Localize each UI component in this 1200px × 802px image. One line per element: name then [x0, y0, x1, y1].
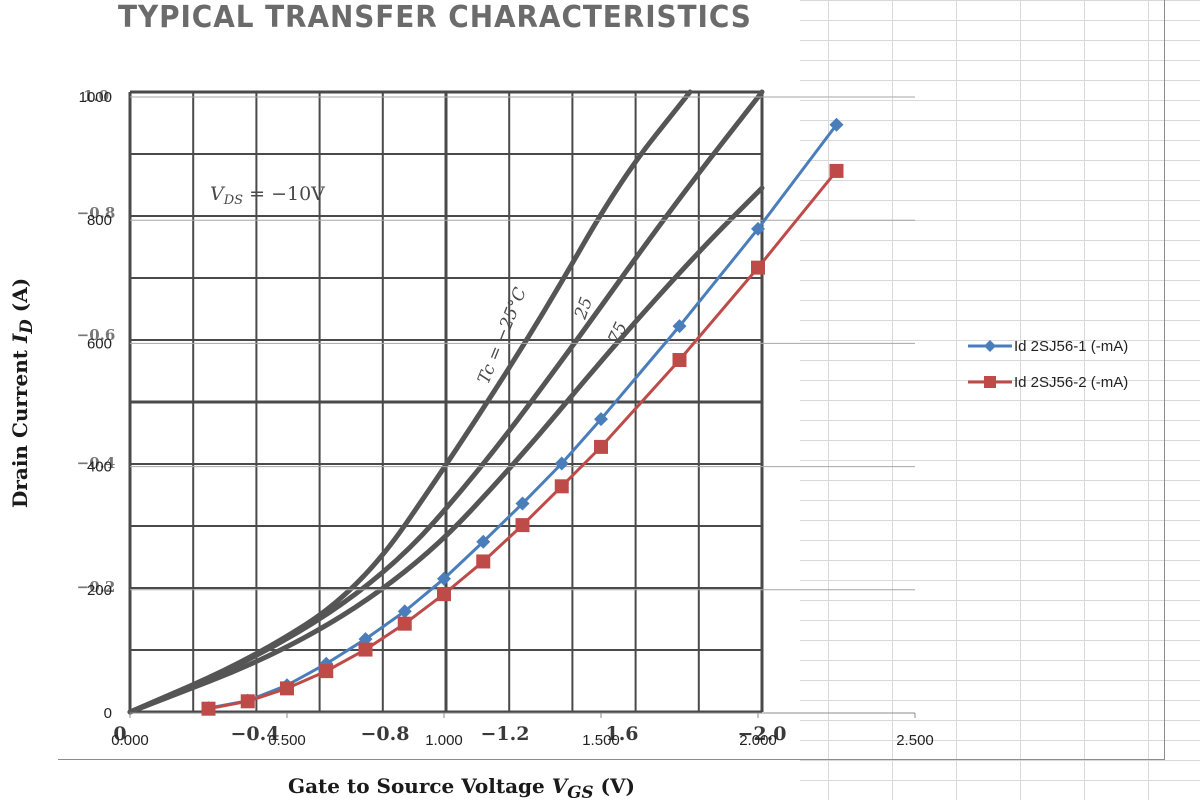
legend-marker-square-icon [968, 376, 1012, 388]
datasheet-y-axis-label: Drain Current ID (A) [8, 277, 36, 508]
photo-vds-label: VDS = −10V [210, 183, 325, 208]
photo-x-tick-label: −1.2 [481, 723, 530, 745]
excel-y-tick-label: 1000 [79, 89, 112, 106]
series-1-point [672, 319, 687, 334]
photo-y-tick-label: −0.8 [77, 204, 116, 222]
excel-x-tick-label: 0.500 [268, 732, 306, 749]
photo-x-tick-label: 1.6 [605, 723, 638, 745]
photo-y-tick-label: −0.4 [77, 454, 116, 472]
excel-x-tick-label: 0.000 [111, 732, 149, 749]
series-2-point [240, 694, 255, 709]
photo-y-tick-label: 1.0 [83, 87, 109, 105]
datasheet-x-axis-label: Gate to Source Voltage VGS (V) [288, 774, 635, 802]
excel-y-tick-label: 600 [87, 335, 112, 352]
photo-x-tick-label: −2.0 [738, 723, 787, 745]
series-2-point [397, 616, 412, 631]
series-2-point [554, 479, 569, 494]
series-2-point [594, 439, 608, 454]
datasheet-title: TYPICAL TRANSFER CHARACTERISTICS [118, 0, 752, 35]
series-1-point [397, 604, 412, 619]
photo-curve-label: Tc = −25°C [474, 285, 531, 387]
excel-x-tick-label: 1.000 [425, 732, 463, 749]
legend-item-series-2: Id 2SJ56-2 (-mA) [968, 364, 1128, 400]
datasheet-photo-layer: 0 −0.4 −0.8 −1.2 1.6 −2.0 1.0 −0.8 −0.6 −0.4 −0.2 V… [77, 87, 787, 745]
series-1-point [476, 534, 491, 549]
excel-y-tick-label: 400 [87, 459, 112, 476]
excel-x-tick-label: 2.500 [896, 732, 934, 749]
series-1-point [751, 221, 765, 236]
series-2-point [672, 353, 687, 368]
photo-y-tick-label: −0.2 [77, 578, 116, 596]
series-2-point [751, 260, 765, 275]
photo-temperature-curve [127, 89, 765, 715]
excel-y-tick-label: 200 [87, 582, 112, 599]
legend-marker-diamond-icon [968, 340, 1012, 352]
legend-label-series-2: Id 2SJ56-2 (-mA) [1014, 373, 1129, 391]
series-1-point [594, 412, 608, 427]
series-1-point [437, 571, 451, 586]
photo-x-tick-label: −0.8 [361, 723, 410, 745]
photo-x-tick-label: 0 [113, 723, 126, 745]
series-2-point [829, 163, 844, 178]
series-2-point [437, 587, 451, 602]
series-2-point [280, 681, 294, 696]
photo-temperature-curve [127, 185, 765, 715]
excel-y-tick-label: 0 [104, 705, 112, 722]
excel-chart-layer: 0 200 400 600 800 1000 0.000 0.500 1.000 1.500 2.0… [79, 89, 934, 749]
series-2-point [515, 518, 530, 533]
spreadsheet-grid-background [800, 0, 1200, 800]
photo-x-tick-label: −0.4 [231, 723, 280, 745]
excel-x-tick-label: 1.500 [582, 732, 620, 749]
excel-y-tick-label: 800 [87, 212, 112, 229]
photo-y-tick-label: −0.6 [77, 326, 116, 344]
legend-label-series-1: Id 2SJ56-1 (-mA) [1014, 337, 1129, 355]
excel-x-tick-label: 2.000 [739, 732, 777, 749]
chart-area-border [58, 0, 1165, 760]
series-1-point [829, 117, 844, 132]
series-1-point [515, 496, 530, 511]
series-2-point [476, 554, 491, 569]
chart-legend: Id 2SJ56-1 (-mA) Id 2SJ56-2 (-mA) [968, 328, 1128, 400]
series-2-point [319, 664, 334, 679]
legend-item-series-1: Id 2SJ56-1 (-mA) [968, 328, 1128, 364]
series-2-point [358, 642, 373, 657]
series-1-point [554, 456, 569, 471]
series-2-point [201, 701, 216, 716]
